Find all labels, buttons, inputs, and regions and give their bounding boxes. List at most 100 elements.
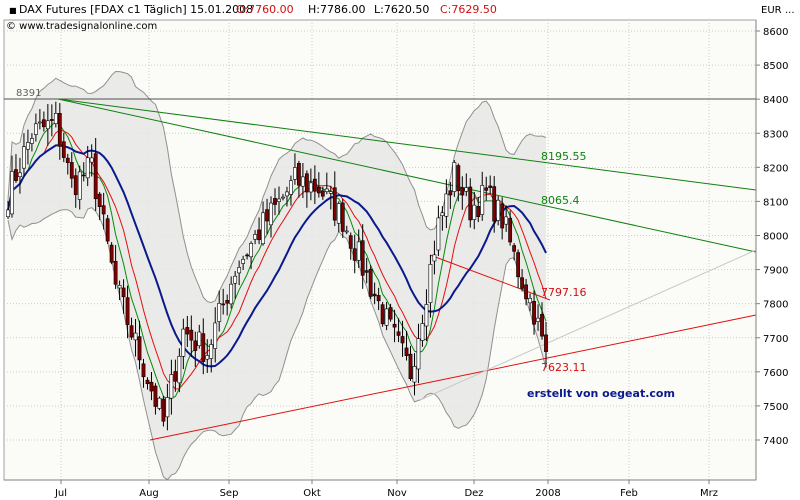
ma-blue bbox=[7, 144, 547, 368]
candle-body bbox=[69, 162, 74, 179]
candle-body bbox=[416, 338, 421, 370]
candle-body bbox=[456, 165, 461, 192]
candle-body bbox=[53, 113, 58, 124]
candle-body bbox=[45, 120, 50, 130]
candle-body bbox=[536, 317, 540, 322]
candle-body bbox=[273, 198, 277, 205]
candle-body bbox=[141, 363, 146, 378]
candle-body bbox=[73, 175, 78, 195]
candle-body bbox=[524, 284, 528, 300]
candle-body bbox=[520, 277, 524, 289]
candle-body bbox=[336, 203, 341, 224]
ma-red bbox=[7, 129, 547, 390]
y-tick-label: 7400 bbox=[763, 436, 788, 447]
candle-body bbox=[348, 235, 353, 249]
last-price-annotation: 7623.11 bbox=[541, 361, 587, 374]
candle-body bbox=[22, 146, 26, 169]
candle-body bbox=[249, 242, 253, 258]
instrument-label: DAX Futures [FDAX c1 Täglich] 15.01.2008 bbox=[19, 3, 253, 16]
y-tick-label: 7800 bbox=[763, 300, 788, 311]
support-trend-line bbox=[149, 314, 757, 441]
candle-body bbox=[376, 295, 381, 302]
candle-body bbox=[468, 186, 473, 221]
candle-body bbox=[512, 245, 517, 252]
candle-body bbox=[360, 240, 365, 276]
candle-body bbox=[201, 333, 206, 362]
y-tick-label: 7700 bbox=[763, 334, 788, 345]
candle-body bbox=[380, 304, 385, 325]
candle-body bbox=[400, 336, 405, 344]
candle-body bbox=[388, 307, 393, 320]
candle-body bbox=[149, 381, 154, 392]
candle-body bbox=[57, 113, 62, 147]
candle-body bbox=[500, 203, 505, 229]
candle-body bbox=[488, 185, 493, 188]
lower-trend-line bbox=[57, 98, 757, 253]
upper-trend-line bbox=[57, 98, 757, 191]
low-value: L:7620.50 bbox=[374, 3, 429, 16]
candle-body bbox=[225, 300, 230, 304]
candle-body bbox=[460, 187, 465, 196]
red-trend-annotation: 7797.16 bbox=[541, 286, 587, 299]
candle-body bbox=[324, 188, 329, 192]
candle-body bbox=[265, 209, 269, 222]
candle-body bbox=[492, 186, 497, 222]
candle-body bbox=[344, 230, 349, 233]
candle-body bbox=[464, 187, 469, 192]
candle-body bbox=[129, 325, 134, 338]
candle-body bbox=[209, 344, 214, 359]
band-upper bbox=[7, 70, 547, 304]
candle-body bbox=[424, 304, 429, 327]
candle-body bbox=[504, 216, 509, 225]
candle-body bbox=[253, 234, 257, 240]
candle-body bbox=[508, 218, 513, 243]
candle-body bbox=[285, 191, 289, 197]
y-tick-label: 8100 bbox=[763, 197, 788, 208]
candle-body bbox=[328, 191, 333, 194]
x-tick-label: Sep bbox=[220, 488, 239, 499]
candle-body bbox=[113, 260, 118, 285]
candle-body bbox=[37, 121, 42, 124]
y-tick-label: 8400 bbox=[763, 95, 788, 106]
candle-body bbox=[229, 283, 234, 305]
candle-body bbox=[161, 398, 166, 422]
candle-body bbox=[312, 178, 317, 192]
candle-body bbox=[356, 241, 361, 261]
candle-body bbox=[197, 331, 202, 347]
y-tick-label: 8300 bbox=[763, 129, 788, 140]
candle-body bbox=[177, 355, 182, 384]
candle-body bbox=[436, 217, 441, 251]
candle-body bbox=[392, 323, 397, 328]
trendlines bbox=[4, 98, 757, 441]
candle-body bbox=[185, 327, 190, 335]
ma-green bbox=[7, 120, 547, 401]
candle-body bbox=[217, 303, 222, 322]
candle-body bbox=[157, 397, 162, 409]
candle-body bbox=[97, 193, 102, 207]
x-tick-label: Dez bbox=[464, 488, 483, 499]
high-annotation: 8391 bbox=[16, 88, 41, 99]
candle-body bbox=[30, 138, 34, 144]
y-tick-label: 8500 bbox=[763, 61, 788, 72]
candle-body bbox=[540, 314, 544, 337]
candle-body bbox=[301, 176, 305, 187]
candle-body bbox=[105, 218, 110, 242]
author-credit: erstellt von oegeat.com bbox=[527, 387, 675, 400]
candle-body bbox=[109, 244, 114, 263]
candle-body bbox=[181, 328, 186, 357]
candle-body bbox=[440, 212, 445, 217]
candle-body bbox=[101, 205, 106, 215]
candle-body bbox=[352, 248, 357, 261]
candle-body bbox=[93, 153, 98, 200]
candle-body bbox=[544, 334, 548, 352]
high-value: H:7786.00 bbox=[308, 3, 365, 16]
candle-body bbox=[476, 206, 481, 217]
currency-ellipsis: ... bbox=[785, 5, 795, 16]
band-lower bbox=[7, 207, 547, 481]
candle-body bbox=[269, 202, 273, 226]
copyright-label: © www.tradesignalonline.com bbox=[6, 21, 157, 32]
candle-body bbox=[304, 173, 309, 193]
candle-body bbox=[432, 254, 437, 262]
